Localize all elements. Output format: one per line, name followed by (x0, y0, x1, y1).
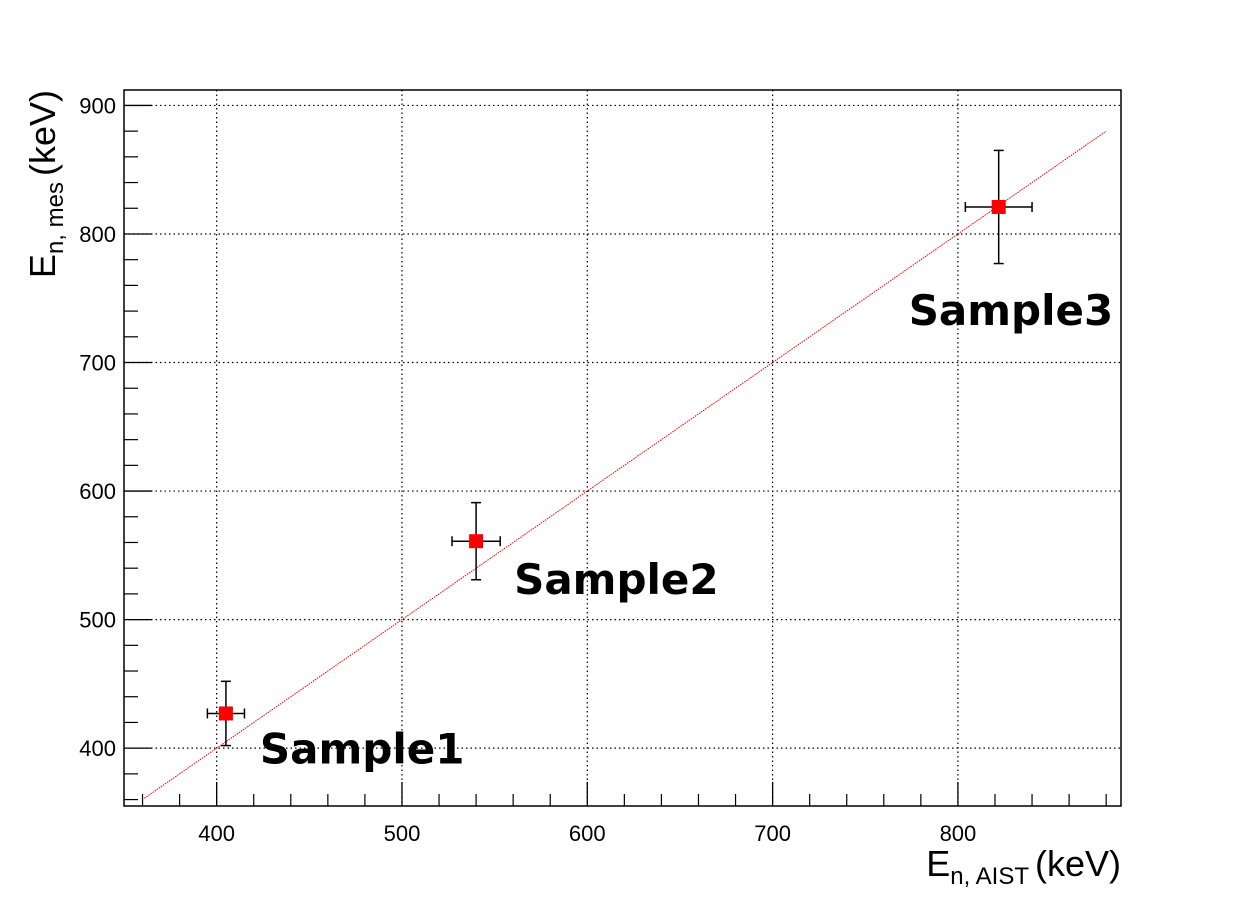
y-tick-label: 800 (79, 222, 116, 247)
x-tick-label: 700 (754, 821, 791, 846)
y-tick-label: 700 (79, 351, 116, 376)
data-point-marker (469, 534, 484, 549)
y-axis-label: En, mes (keV) (22, 90, 69, 278)
y-tick-label: 600 (79, 479, 116, 504)
data-point-marker (218, 706, 233, 721)
y-tick-label: 900 (79, 93, 116, 118)
y-tick-label: 500 (79, 608, 116, 633)
y-axis-label-sub: n, mes (42, 182, 69, 254)
x-tick-label: 800 (940, 821, 977, 846)
sample-label: Sample2 (514, 555, 719, 604)
x-tick-label: 600 (569, 821, 606, 846)
plot-frame (123, 89, 1122, 807)
fit-line-group (144, 130, 1107, 799)
tick-labels: 400 500 600 700 800 400 500 600 700 800 900 (79, 93, 976, 846)
fit-line (144, 130, 1107, 799)
y-axis-label-unit: (keV) (22, 90, 63, 176)
x-axis-label-sub: n, AIST (950, 863, 1029, 890)
sample-labels: Sample1 Sample2 Sample3 (260, 286, 1113, 773)
x-tick-label: 400 (198, 821, 235, 846)
x-tick-label: 500 (384, 821, 421, 846)
error-bars (206, 149, 1033, 747)
sample-label: Sample3 (909, 286, 1114, 335)
y-tick-label: 400 (79, 736, 116, 761)
y-axis-label-main: E (22, 254, 63, 278)
sample-label: Sample1 (260, 724, 465, 773)
x-axis-label: En, AIST (keV) (926, 843, 1121, 890)
axis-ticks (124, 104, 1107, 806)
grid (124, 90, 1121, 806)
x-axis-label-main: E (926, 843, 950, 884)
data-point-marker (991, 199, 1006, 214)
markers (218, 199, 1006, 721)
x-axis-label-unit: (keV) (1035, 843, 1121, 884)
